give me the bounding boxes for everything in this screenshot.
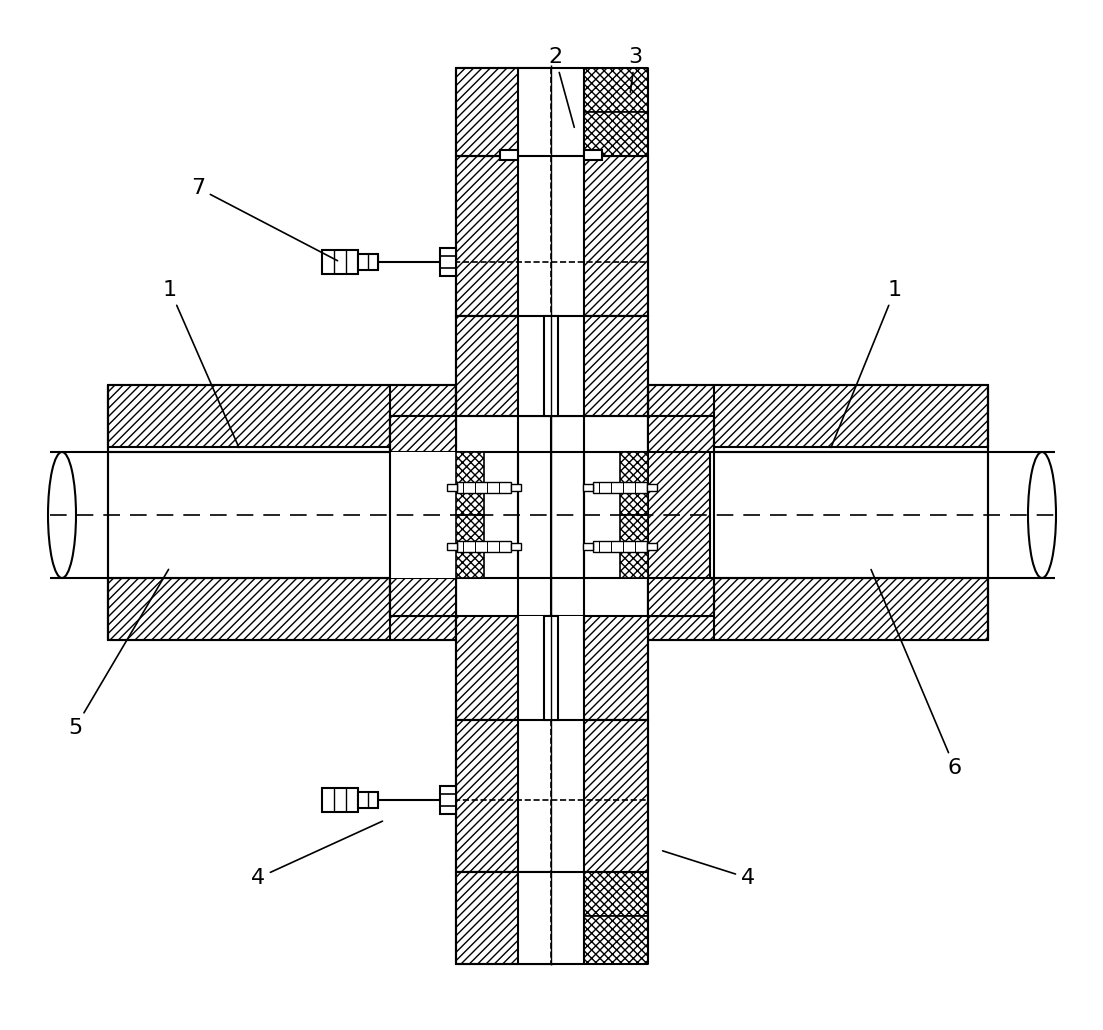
Bar <box>518 720 583 872</box>
Bar <box>511 484 521 491</box>
Bar <box>447 484 457 491</box>
Bar <box>552 316 647 416</box>
Text: 3: 3 <box>628 47 642 93</box>
Bar <box>620 515 647 578</box>
Bar <box>440 248 456 276</box>
Bar <box>647 416 710 616</box>
Bar <box>456 316 552 416</box>
Bar <box>552 68 647 112</box>
Bar <box>500 150 518 160</box>
Bar <box>620 452 647 515</box>
Bar <box>518 316 583 416</box>
Bar <box>647 543 657 550</box>
Bar <box>358 254 378 270</box>
Bar <box>456 872 552 964</box>
Bar <box>647 484 657 491</box>
Bar <box>358 792 378 808</box>
Bar <box>108 452 456 578</box>
Bar <box>583 150 602 160</box>
Text: 2: 2 <box>548 47 575 128</box>
Bar <box>647 578 988 640</box>
Bar <box>456 720 552 872</box>
Bar <box>593 482 647 493</box>
Bar <box>583 484 593 491</box>
Bar <box>520 452 583 578</box>
Bar <box>456 68 552 156</box>
Polygon shape <box>390 578 456 616</box>
Bar <box>714 452 988 578</box>
Bar <box>322 788 358 812</box>
Bar <box>518 616 583 720</box>
Bar <box>552 616 647 720</box>
Text: 1: 1 <box>163 280 239 447</box>
Bar <box>456 515 484 578</box>
Text: 7: 7 <box>191 178 338 261</box>
Bar <box>447 543 457 550</box>
Bar <box>108 578 456 640</box>
Bar <box>108 385 456 447</box>
Bar <box>518 156 583 316</box>
Polygon shape <box>390 416 456 452</box>
Bar <box>552 720 647 872</box>
Polygon shape <box>647 416 714 452</box>
Bar <box>647 385 988 447</box>
Bar <box>593 541 647 552</box>
Bar <box>456 452 484 515</box>
Text: 1: 1 <box>831 280 902 447</box>
Bar <box>552 156 647 316</box>
Bar <box>544 616 558 720</box>
Text: 4: 4 <box>663 851 756 888</box>
Bar <box>390 416 456 616</box>
Bar <box>457 482 511 493</box>
Bar <box>544 316 558 416</box>
Bar <box>322 250 358 274</box>
Bar <box>456 616 552 720</box>
Text: 6: 6 <box>871 570 962 778</box>
Bar <box>511 543 521 550</box>
Bar <box>456 156 552 316</box>
Text: 5: 5 <box>68 570 169 739</box>
Text: 4: 4 <box>251 821 383 888</box>
Polygon shape <box>647 578 714 616</box>
Bar <box>518 872 583 964</box>
Bar <box>518 68 583 156</box>
Bar <box>583 543 593 550</box>
Bar <box>552 872 647 916</box>
Bar <box>440 786 456 814</box>
Bar <box>552 916 647 964</box>
Bar <box>457 541 511 552</box>
Bar <box>552 112 647 156</box>
